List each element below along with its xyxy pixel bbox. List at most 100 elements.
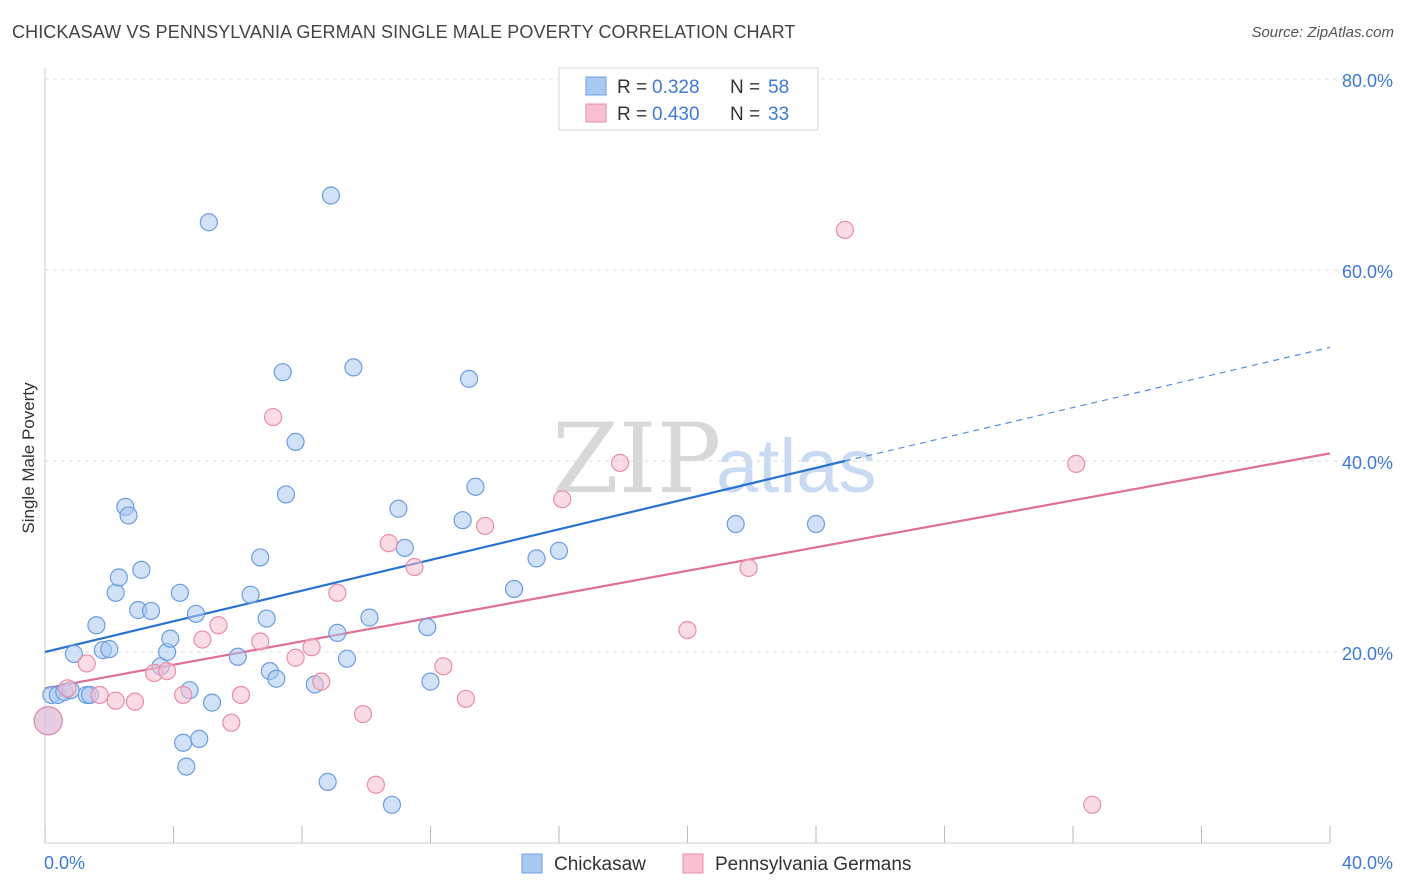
point-pennsylvania-germans-0 <box>33 706 63 736</box>
point-chickasaw-30 <box>251 548 270 567</box>
point-chickasaw-45 <box>389 499 408 518</box>
y-tick-label-1: 40.0% <box>1342 453 1393 473</box>
x-tick-labels: 0.0% 40.0% <box>44 853 1393 873</box>
point-pennsylvania-germans-31 <box>1067 454 1086 473</box>
legend-n-value-2: 33 <box>768 104 789 125</box>
point-chickasaw-48 <box>421 672 440 691</box>
point-chickasaw-39 <box>321 186 341 205</box>
point-pennsylvania-germans-5 <box>125 692 145 711</box>
point-chickasaw-49 <box>453 511 472 530</box>
point-chickasaw-55 <box>726 514 745 534</box>
x-tick-label-0: 0.0% <box>44 853 85 873</box>
bottom-legend-swatch-chickasaw <box>521 853 543 874</box>
point-pennsylvania-germans-16 <box>302 638 321 657</box>
point-chickasaw-10 <box>106 583 125 602</box>
point-pennsylvania-germans-28 <box>678 620 697 640</box>
point-chickasaw-38 <box>318 772 337 791</box>
x-tick-label-1: 40.0% <box>1342 853 1393 873</box>
point-pennsylvania-germans-7 <box>157 661 177 681</box>
point-pennsylvania-germans-3 <box>90 685 109 705</box>
y-tick-label-3: 80.0% <box>1342 71 1393 91</box>
point-chickasaw-54 <box>549 541 569 560</box>
point-chickasaw-42 <box>344 358 363 377</box>
point-chickasaw-15 <box>132 560 151 579</box>
y-tick-label-0: 20.0% <box>1342 644 1393 664</box>
point-chickasaw-43 <box>360 608 379 627</box>
point-chickasaw-24 <box>186 604 206 623</box>
point-pennsylvania-germans-19 <box>353 704 373 724</box>
point-chickasaw-31 <box>257 609 276 628</box>
point-chickasaw-35 <box>276 485 296 504</box>
point-chickasaw-21 <box>174 733 193 752</box>
point-pennsylvania-germans-18 <box>328 583 347 602</box>
point-chickasaw-51 <box>466 477 485 496</box>
legend-r-value-2: 0.430 <box>652 104 700 125</box>
point-chickasaw-16 <box>141 601 161 621</box>
y-tick-label-2: 60.0% <box>1342 262 1393 282</box>
data-points <box>33 186 1102 814</box>
point-pennsylvania-germans-1 <box>58 679 77 698</box>
point-chickasaw-41 <box>337 649 357 668</box>
point-chickasaw-36 <box>286 432 305 451</box>
point-pennsylvania-germans-21 <box>379 534 398 553</box>
point-chickasaw-47 <box>418 618 437 637</box>
legend-r-label-2: R = <box>617 104 647 125</box>
point-pennsylvania-germans-24 <box>456 689 475 708</box>
point-pennsylvania-germans-9 <box>193 630 212 649</box>
bottom-legend-chickasaw: Chickasaw <box>554 854 646 875</box>
legend-swatch-chickasaw <box>585 76 607 96</box>
trendline-chickasaw-extension <box>844 346 1331 462</box>
point-chickasaw-56 <box>806 514 826 534</box>
point-pennsylvania-germans-27 <box>610 453 630 473</box>
point-pennsylvania-germans-8 <box>174 685 193 705</box>
point-chickasaw-22 <box>177 757 196 776</box>
y-tick-labels: 20.0% 40.0% 60.0% 80.0% <box>1342 71 1393 664</box>
legend-n-label-2: N = <box>730 104 760 125</box>
point-chickasaw-53 <box>527 549 546 568</box>
point-chickasaw-40 <box>328 623 347 643</box>
point-pennsylvania-germans-15 <box>286 648 305 667</box>
point-pennsylvania-germans-29 <box>739 558 758 578</box>
legend-r-value-1: 0.328 <box>652 77 700 98</box>
legend-n-value-1: 58 <box>768 77 789 98</box>
point-chickasaw-20 <box>170 583 190 602</box>
bottom-legend-swatch-pennsylvania-germans <box>682 853 704 874</box>
point-pennsylvania-germans-20 <box>366 775 385 794</box>
point-chickasaw-52 <box>504 579 524 599</box>
point-chickasaw-33 <box>267 669 286 688</box>
point-chickasaw-9 <box>100 640 119 659</box>
point-chickasaw-26 <box>199 213 218 232</box>
point-pennsylvania-germans-32 <box>1083 795 1102 814</box>
point-chickasaw-13 <box>119 506 138 525</box>
point-chickasaw-25 <box>190 729 209 749</box>
point-chickasaw-11 <box>109 568 128 587</box>
point-chickasaw-29 <box>241 585 260 604</box>
legend-n-label-1: N = <box>730 77 760 98</box>
point-pennsylvania-germans-17 <box>312 672 331 691</box>
series-legend: Chickasaw Pennsylvania Germans <box>521 853 911 875</box>
point-chickasaw-4 <box>64 644 84 664</box>
point-pennsylvania-germans-23 <box>434 657 453 676</box>
point-chickasaw-34 <box>273 363 292 382</box>
legend-swatch-pennsylvania-germans <box>585 103 607 123</box>
point-chickasaw-50 <box>459 369 479 388</box>
point-pennsylvania-germans-22 <box>405 557 424 577</box>
correlation-legend: R = 0.328 N = 58 R = 0.430 N = 33 <box>558 67 819 131</box>
point-chickasaw-44 <box>382 795 402 814</box>
point-pennsylvania-germans-14 <box>263 407 283 427</box>
point-pennsylvania-germans-2 <box>77 654 96 673</box>
point-pennsylvania-germans-26 <box>553 490 572 509</box>
source-credit: Source: ZipAtlas.com <box>1251 24 1394 41</box>
point-pennsylvania-germans-25 <box>476 516 495 536</box>
point-pennsylvania-germans-13 <box>251 632 270 651</box>
point-pennsylvania-germans-10 <box>209 616 228 635</box>
chart-title: CHICKASAW VS PENNSYLVANIA GERMAN SINGLE … <box>12 22 796 42</box>
trendline-chickasaw <box>44 459 846 654</box>
point-chickasaw-7 <box>87 616 106 635</box>
point-chickasaw-28 <box>228 647 247 666</box>
point-chickasaw-27 <box>202 693 222 712</box>
watermark-zip: ZIP <box>552 403 721 515</box>
legend-r-label-1: R = <box>617 77 647 98</box>
point-chickasaw-19 <box>161 629 180 648</box>
